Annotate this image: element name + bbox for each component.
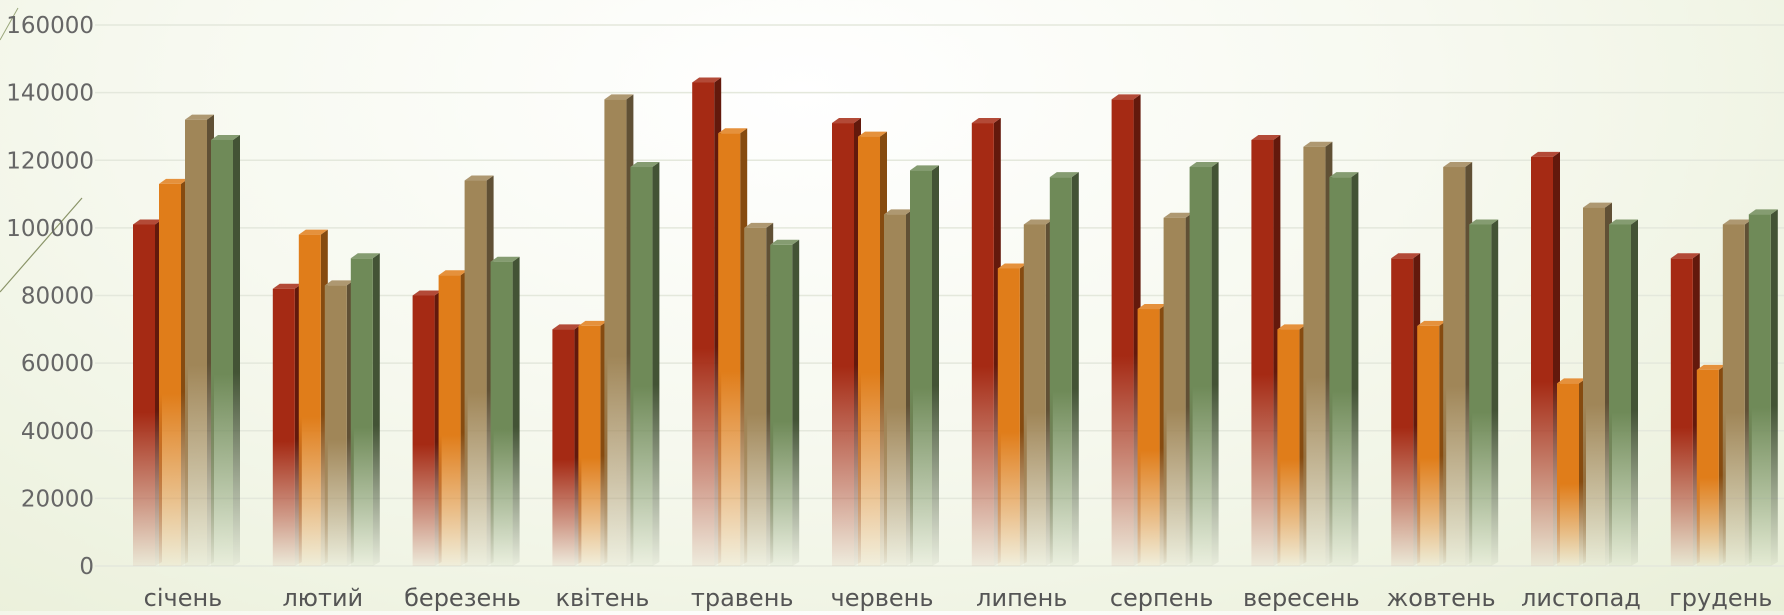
bar [1303, 141, 1333, 566]
y-tick-label: 140000 [6, 81, 94, 107]
bar [298, 229, 328, 566]
bar [1748, 209, 1778, 566]
bar [832, 118, 861, 567]
bar [1329, 172, 1359, 566]
bar [1163, 212, 1193, 566]
y-tick-label: 80000 [21, 284, 94, 310]
bar [350, 253, 380, 566]
x-tick-label: вересень [1243, 584, 1360, 611]
bar [971, 118, 1001, 567]
y-tick-label: 20000 [21, 486, 94, 512]
decor-line [0, 197, 83, 293]
bar [997, 263, 1027, 566]
bar [718, 128, 748, 566]
bar [412, 290, 442, 566]
y-tick-label: 100000 [6, 216, 94, 242]
x-tick-label: лютий [282, 584, 363, 611]
x-tick-label: листопад [1521, 584, 1641, 611]
bar [1609, 219, 1638, 566]
x-tick-label: січень [144, 584, 223, 611]
bar [324, 280, 354, 566]
x-tick-label: травень [691, 584, 794, 611]
bar [1189, 162, 1219, 566]
bar [1443, 162, 1473, 566]
x-tick-label: липень [976, 584, 1067, 611]
bar [858, 131, 887, 567]
bar [552, 324, 582, 566]
x-tick-label: червень [831, 584, 934, 611]
bar [578, 320, 608, 566]
y-tick-label: 0 [79, 554, 94, 580]
bar [1391, 253, 1421, 566]
y-tick-label: 40000 [21, 419, 94, 445]
bar [490, 256, 520, 566]
y-tick-label: 60000 [21, 351, 94, 377]
decor-line [0, 7, 19, 41]
bar [630, 162, 660, 566]
bar [1277, 324, 1307, 566]
bar [1722, 219, 1752, 566]
bar [1670, 253, 1700, 566]
bar [438, 270, 468, 566]
bar [211, 134, 240, 566]
bar [1023, 219, 1053, 566]
y-tick-label: 120000 [6, 148, 94, 174]
bar [185, 114, 214, 567]
bar [1696, 364, 1726, 566]
x-tick-label: серпень [1110, 584, 1214, 611]
bar [1251, 134, 1281, 566]
bar [744, 222, 774, 566]
bar [1557, 378, 1586, 566]
x-tick-label: грудень [1669, 584, 1772, 611]
bar [272, 283, 302, 566]
bar [1049, 172, 1079, 566]
bar [1531, 151, 1560, 566]
bar [1469, 219, 1499, 566]
bar [910, 165, 939, 567]
bar [1417, 320, 1447, 566]
bar [159, 178, 188, 566]
x-tick-label: березень [404, 584, 521, 611]
x-tick-label: жовтень [1387, 584, 1496, 611]
bar [464, 175, 494, 566]
x-tick-label: квітень [555, 584, 649, 611]
y-tick-label: 160000 [6, 13, 94, 39]
bar [770, 239, 800, 566]
bar [692, 77, 722, 566]
bar [1583, 202, 1612, 566]
bar [604, 94, 634, 566]
bar [884, 209, 913, 566]
bar [133, 219, 162, 566]
bar [1111, 94, 1141, 566]
bar [1137, 304, 1167, 566]
